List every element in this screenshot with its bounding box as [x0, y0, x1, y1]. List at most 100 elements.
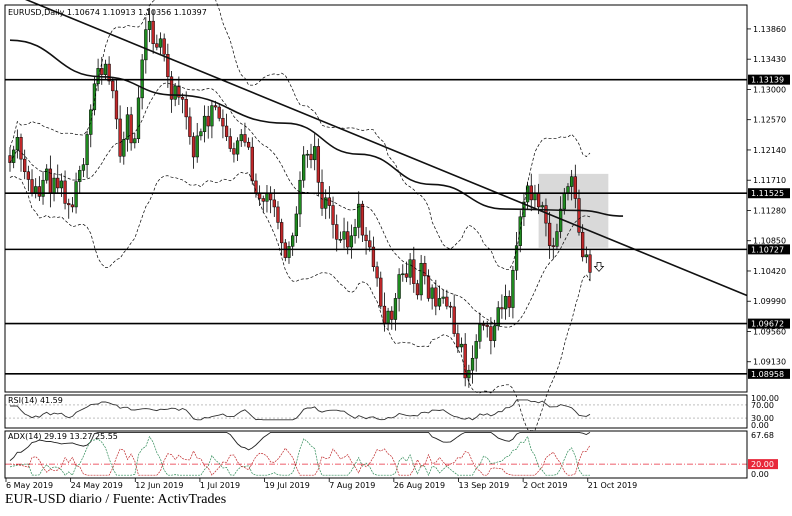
- candle-body: [78, 170, 82, 182]
- candle: [335, 214, 339, 252]
- candle-body: [213, 105, 218, 108]
- candle-body: [551, 245, 555, 247]
- candle-body: [191, 136, 196, 158]
- candle-body: [540, 205, 544, 208]
- candle-body: [430, 287, 434, 299]
- candle: [430, 284, 434, 310]
- candle: [500, 294, 504, 319]
- candle: [298, 171, 302, 227]
- candle-body: [412, 259, 416, 284]
- level-label: 1.09672: [751, 320, 784, 329]
- candle-body: [313, 146, 317, 161]
- bollinger-lower: [9, 172, 591, 432]
- candle-body: [70, 204, 75, 208]
- adx-level-label-box: [748, 459, 778, 470]
- price-tick-label: 1.12570: [753, 116, 786, 125]
- candle: [379, 271, 383, 310]
- candle-body: [478, 324, 482, 342]
- candle-body: [360, 203, 365, 236]
- candle-body: [500, 307, 504, 310]
- candle: [56, 164, 60, 193]
- candle-body: [324, 197, 328, 209]
- candle-body: [103, 63, 108, 75]
- candle: [184, 91, 188, 130]
- candle-body: [125, 114, 130, 140]
- price-tick-label: 1.09560: [753, 327, 786, 336]
- date-tick-label: 26 Aug 2019: [394, 481, 445, 490]
- candle-body: [92, 83, 97, 111]
- candle-body: [26, 171, 31, 180]
- candle-body: [195, 135, 199, 158]
- candle: [397, 268, 401, 312]
- candle-body: [544, 205, 548, 224]
- candle: [353, 218, 357, 244]
- candle: [276, 201, 280, 230]
- candle: [302, 146, 306, 188]
- price-tick-label: 1.09990: [753, 297, 786, 306]
- candle-body: [496, 307, 500, 327]
- down-arrow-icon: [593, 262, 605, 272]
- candle: [496, 301, 500, 331]
- candle: [313, 133, 317, 171]
- candle-body: [111, 80, 115, 92]
- date-tick-label: 1 Jul 2019: [200, 481, 240, 490]
- candle-body: [408, 259, 412, 278]
- candle-body: [129, 114, 133, 144]
- candle: [188, 107, 192, 145]
- candle-body: [202, 115, 207, 132]
- candle-body: [456, 333, 460, 348]
- candle-body: [349, 235, 354, 248]
- candle-body: [547, 222, 552, 246]
- candle: [210, 100, 214, 139]
- candle-body: [426, 275, 431, 299]
- candle: [349, 224, 354, 259]
- candle: [239, 129, 243, 147]
- adx-tick-label: 67.68: [751, 431, 774, 440]
- candle-body: [246, 141, 251, 148]
- candle-body: [485, 324, 489, 327]
- candle-body: [144, 29, 148, 61]
- candle-body: [294, 213, 298, 237]
- rsi-tick-label: 70.00: [751, 401, 774, 410]
- candle: [26, 165, 31, 192]
- candle: [206, 105, 210, 139]
- candle-body: [397, 274, 401, 299]
- candle-body: [45, 168, 49, 181]
- candle-body: [74, 181, 78, 208]
- bollinger-upper: [9, 0, 591, 270]
- candle-body: [19, 137, 23, 160]
- candle-body: [221, 118, 225, 127]
- adx-pane-frame: [4, 430, 748, 479]
- candle-body: [199, 131, 203, 137]
- candle-body: [305, 153, 309, 156]
- candle-body: [445, 296, 449, 307]
- candle-body: [162, 38, 166, 55]
- candle: [357, 191, 361, 239]
- candle-body: [375, 266, 379, 279]
- date-tick-label: 21 Oct 2019: [588, 481, 637, 490]
- candle-body: [386, 310, 390, 324]
- candle-body: [291, 235, 295, 247]
- candle-body: [481, 324, 486, 326]
- candle: [342, 217, 346, 249]
- candle: [177, 76, 181, 105]
- candle: [492, 319, 497, 348]
- candle-body: [437, 298, 442, 307]
- figure-caption: EUR-USD diario / Fuente: ActivTrades: [5, 492, 227, 507]
- candle: [191, 132, 196, 169]
- rsi-label: RSI(14) 41.59: [8, 396, 63, 405]
- rsi-pane-frame: [4, 394, 748, 429]
- candle-body: [584, 254, 588, 258]
- candle-body: [320, 182, 324, 209]
- candle-body: [56, 177, 60, 189]
- candle-body: [206, 115, 210, 127]
- level-label-box: [748, 244, 790, 255]
- candle: [151, 9, 155, 54]
- price-tick-label: 1.11710: [753, 176, 786, 185]
- candle-body: [169, 76, 174, 100]
- candle-body: [239, 134, 243, 142]
- candle: [81, 157, 86, 178]
- candle: [15, 129, 19, 159]
- candle-body: [342, 231, 346, 240]
